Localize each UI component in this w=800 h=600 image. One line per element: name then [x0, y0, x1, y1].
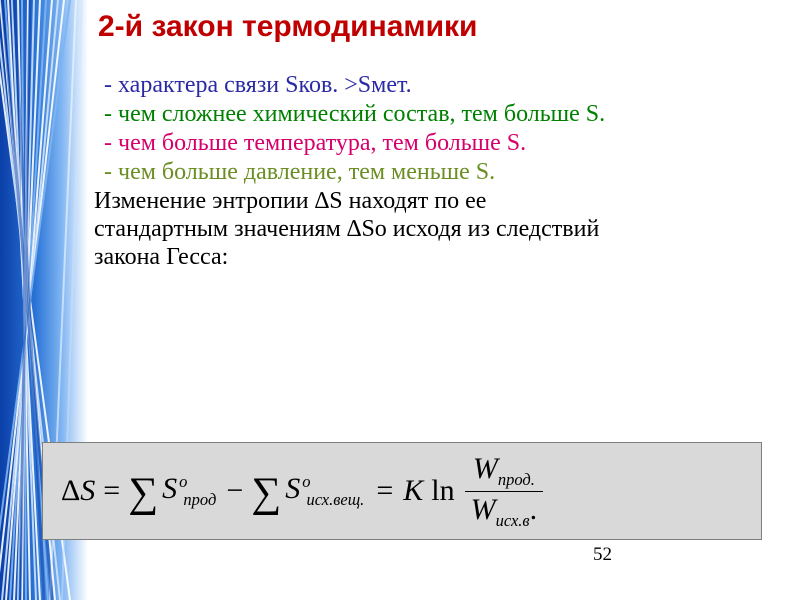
sigma-2: ∑ — [251, 469, 281, 517]
var-S-prod: Soпрод — [162, 472, 218, 510]
bullet-3: - чем больше температура, тем больше S. — [104, 130, 776, 157]
slide-title: 2-й закон термодинамики — [98, 10, 776, 44]
entropy-formula: ΔS = ∑ Soпрод − ∑ Soисх.вещ. = K ln Wпро… — [61, 452, 547, 531]
sigma-1: ∑ — [128, 469, 158, 517]
bullet-list: - характера связи Sков. >Sмет. - чем сло… — [104, 72, 776, 186]
fraction: Wпрод. Wисх.в. — [465, 452, 543, 531]
formula-box: ΔS = ∑ Soпрод − ∑ Soисх.вещ. = K ln Wпро… — [42, 442, 762, 540]
bullet-2: - чем сложнее химический состав, тем бол… — [104, 101, 776, 128]
body-line-1: Изменение энтропии ∆S находят по ее — [94, 188, 776, 215]
eq-1: = — [103, 474, 120, 508]
page-number: 52 — [593, 544, 612, 566]
eq-2: = — [376, 474, 393, 508]
var-S-isx: Soисх.вещ. — [285, 472, 366, 510]
minus: − — [226, 474, 243, 508]
bullet-1: - характера связи Sков. >Sмет. — [104, 72, 776, 99]
body-line-2: стандартным значениям ∆Sо исходя из след… — [94, 216, 776, 243]
delta-symbol: Δ — [61, 474, 80, 508]
var-K: K — [403, 474, 423, 508]
bullet-4: - чем больше давление, тем меньше S. — [104, 159, 776, 186]
var-S: S — [80, 474, 95, 508]
body-line-3: закона Гесса: — [94, 244, 776, 271]
fraction-denominator: Wисх.в. — [465, 491, 543, 531]
body-paragraph: Изменение энтропии ∆S находят по ее стан… — [94, 188, 776, 271]
slide: 2-й закон термодинамики - характера связ… — [0, 0, 800, 600]
fraction-numerator: Wпрод. — [467, 452, 541, 491]
ln: ln — [431, 474, 454, 508]
